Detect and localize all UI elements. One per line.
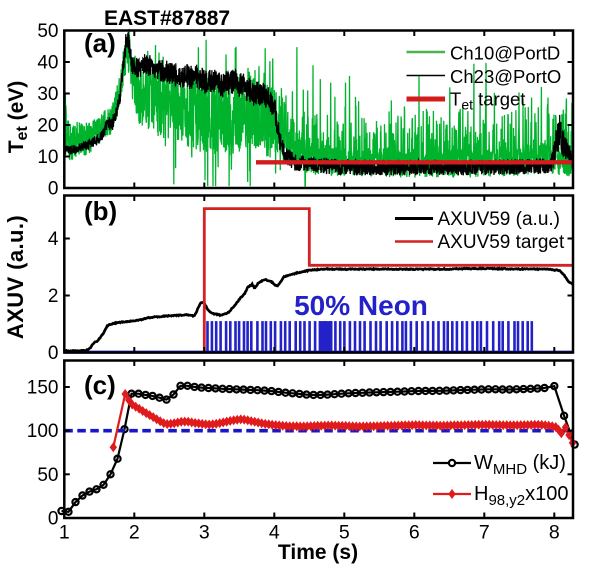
svg-text:50: 50 xyxy=(37,465,58,486)
svg-text:Time (s): Time (s) xyxy=(278,541,358,564)
svg-text:Ch10@PortD: Ch10@PortD xyxy=(450,43,560,64)
svg-text:0: 0 xyxy=(48,509,59,530)
svg-text:30: 30 xyxy=(37,84,58,105)
svg-text:AXUV (a.u.): AXUV (a.u.) xyxy=(3,215,28,339)
svg-text:3: 3 xyxy=(199,522,210,544)
svg-text:0: 0 xyxy=(48,343,59,364)
svg-text:(a): (a) xyxy=(84,28,116,58)
svg-text:4: 4 xyxy=(48,229,59,250)
svg-text:(c): (c) xyxy=(84,370,116,400)
svg-text:50% Neon: 50% Neon xyxy=(294,290,428,321)
svg-text:AXUV59 target: AXUV59 target xyxy=(438,232,565,253)
svg-text:AXUV59 (a.u.): AXUV59 (a.u.) xyxy=(438,209,561,230)
svg-text:(b): (b) xyxy=(84,196,117,226)
svg-text:7: 7 xyxy=(479,522,490,544)
svg-text:100: 100 xyxy=(27,421,59,442)
svg-text:WMHD (kJ): WMHD (kJ) xyxy=(474,452,566,478)
svg-text:EAST#87887: EAST#87887 xyxy=(104,7,230,30)
svg-text:1: 1 xyxy=(59,522,70,544)
svg-text:40: 40 xyxy=(37,53,58,74)
svg-text:8: 8 xyxy=(549,522,560,544)
svg-text:6: 6 xyxy=(409,522,420,544)
svg-text:150: 150 xyxy=(27,378,59,399)
svg-text:2: 2 xyxy=(129,522,140,544)
svg-text:0: 0 xyxy=(48,179,59,200)
svg-text:Ch23@PortO: Ch23@PortO xyxy=(450,66,561,87)
svg-text:20: 20 xyxy=(37,116,58,137)
svg-text:5: 5 xyxy=(339,522,350,544)
svg-text:50: 50 xyxy=(37,21,58,42)
svg-text:Tet (eV): Tet (eV) xyxy=(5,81,31,154)
svg-text:10: 10 xyxy=(37,147,58,168)
svg-text:2: 2 xyxy=(48,286,59,307)
svg-text:4: 4 xyxy=(269,522,280,544)
